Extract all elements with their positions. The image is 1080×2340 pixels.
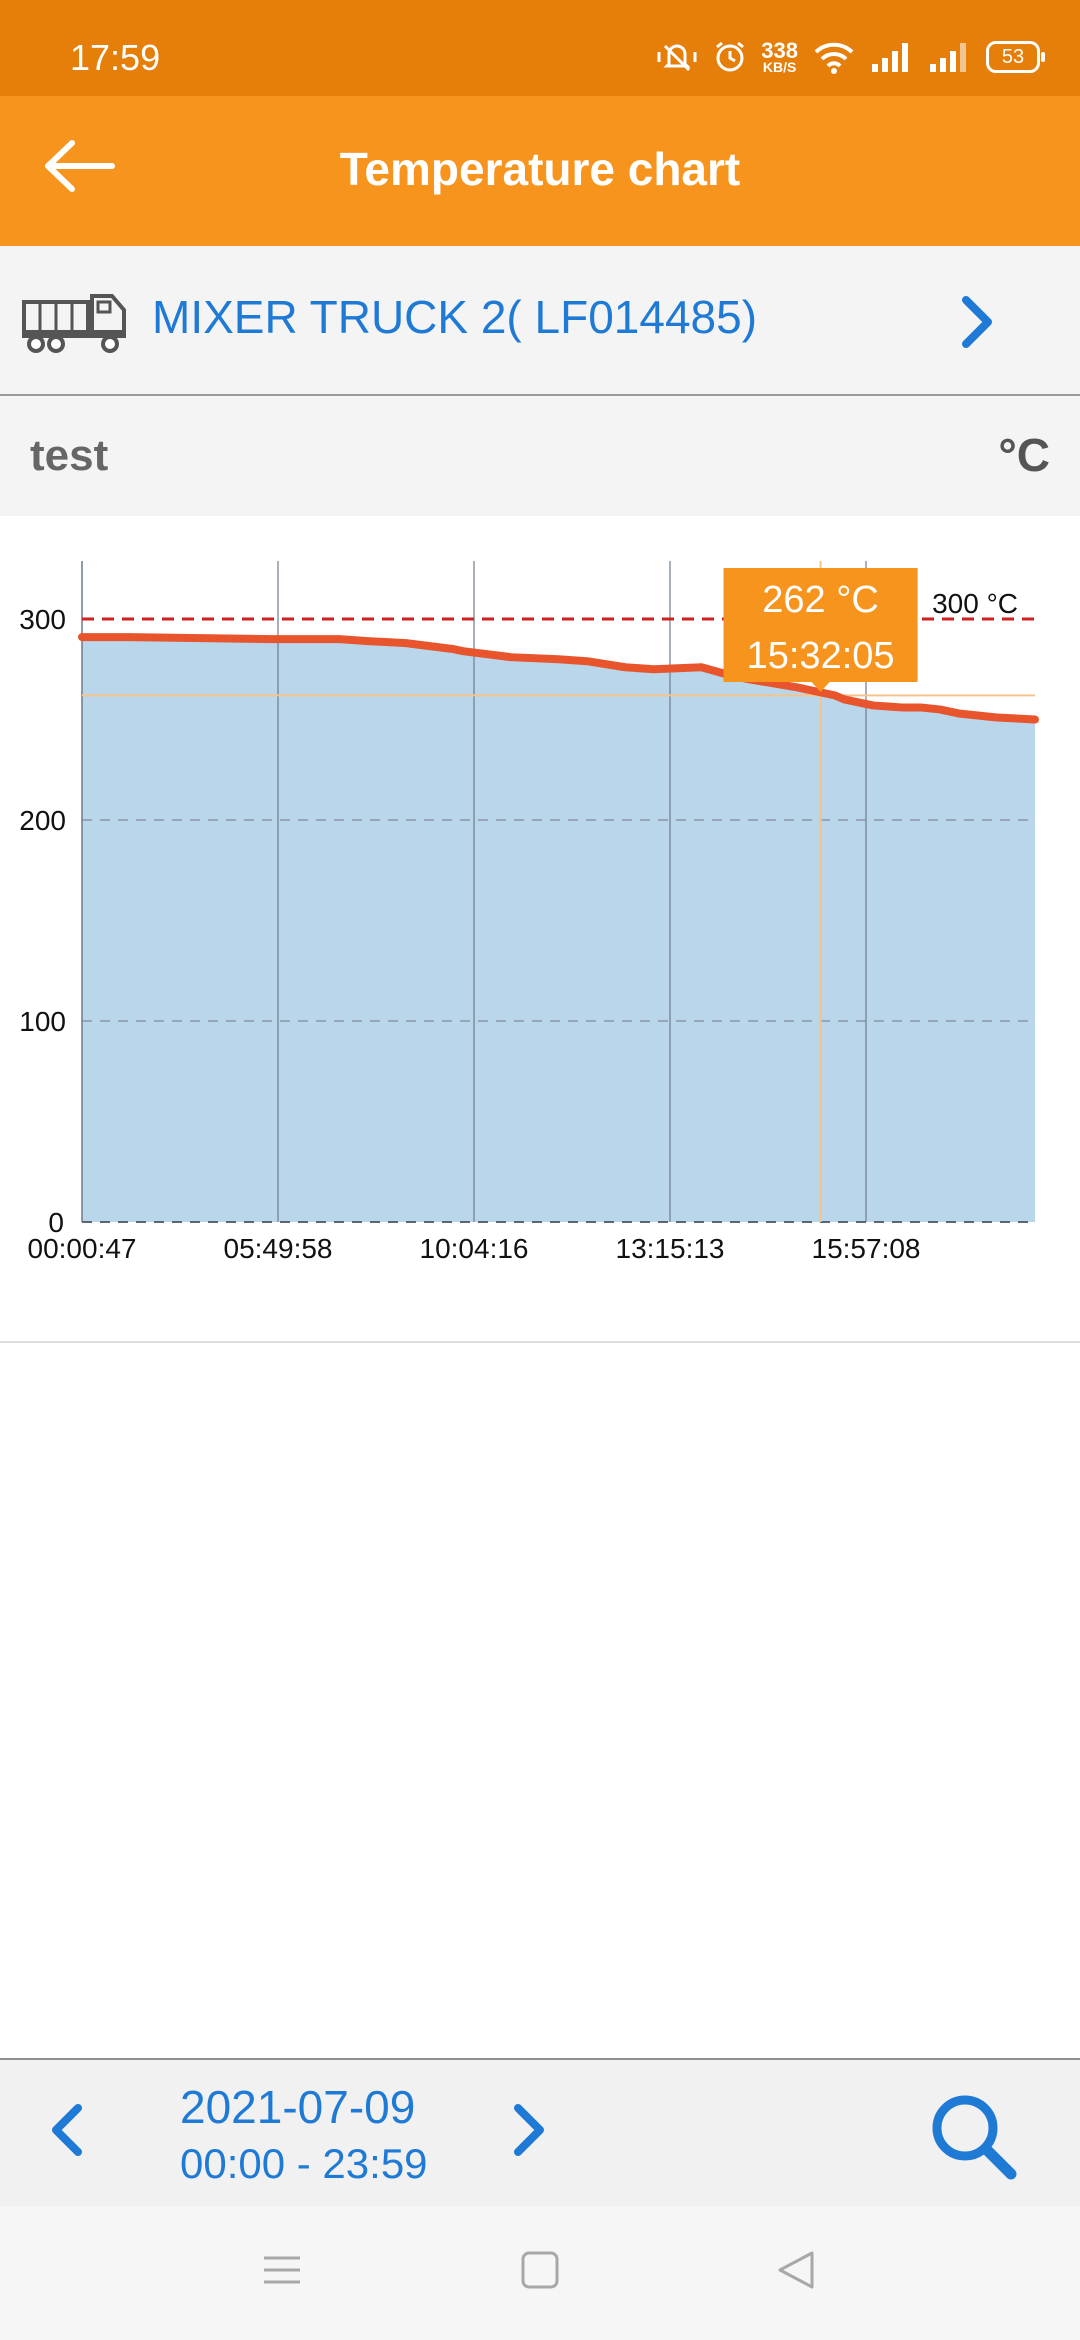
- back-nav-button[interactable]: [776, 2250, 816, 2295]
- back-triangle-icon: [778, 2251, 814, 2289]
- tooltip-value: 262 °C: [762, 579, 879, 621]
- network-speed: 338 KB/S: [761, 37, 798, 75]
- vehicle-selector[interactable]: MIXER TRUCK 2( LF014485): [0, 246, 1080, 396]
- status-bar: 17:59 338 KB/S: [0, 0, 1080, 96]
- sensor-header: test °C: [0, 396, 1080, 516]
- x-tick-label: 15:57:08: [812, 1233, 921, 1264]
- system-navigation-bar: [0, 2206, 1080, 2340]
- series-line: [78, 633, 1039, 724]
- wifi-icon: [814, 42, 854, 74]
- page-title: Temperature chart: [339, 143, 741, 195]
- date-range-selector[interactable]: 2021-07-09 00:00 - 23:59: [180, 2082, 428, 2189]
- x-tick-label: 00:00:47: [28, 1233, 137, 1264]
- vehicle-name: MIXER TRUCK 2( LF014485): [152, 291, 758, 343]
- temperature-chart[interactable]: 00:00:47 05:49:58 10:04:16 13:15:13 15:57:08…: [0, 516, 1080, 1342]
- home-button[interactable]: [520, 2250, 560, 2295]
- y-tick-label: 0: [48, 1207, 64, 1238]
- previous-day-button[interactable]: [46, 2100, 86, 2165]
- y-tick-label: 200: [19, 805, 66, 836]
- recent-apps-button[interactable]: [262, 2250, 302, 2295]
- chevron-right-icon: [514, 2104, 544, 2156]
- selected-time-range: 00:00 - 23:59: [180, 2139, 428, 2187]
- signal-icon: [872, 43, 908, 72]
- back-button[interactable]: [40, 131, 160, 211]
- x-tick-label: 10:04:16: [420, 1233, 529, 1264]
- selected-date: 2021-07-09: [180, 2081, 416, 2133]
- threshold-label: 300 °C: [932, 588, 1018, 619]
- next-day-button[interactable]: [510, 2100, 550, 2165]
- app-bar: Temperature chart: [0, 96, 1080, 246]
- chevron-right-icon: [962, 296, 992, 348]
- battery-indicator: 53: [986, 41, 1045, 73]
- tooltip-time: 15:32:05: [747, 635, 895, 677]
- status-time: 17:59: [70, 37, 161, 78]
- signal-icon-2: [930, 43, 966, 72]
- alarm-icon: [716, 41, 745, 72]
- chevron-left-icon: [52, 2104, 82, 2156]
- x-tick-label: 05:49:58: [224, 1233, 333, 1264]
- chart-svg[interactable]: 00:00:47 05:49:58 10:04:16 13:15:13 15:57:08…: [0, 516, 1080, 1342]
- arrow-left-icon: [45, 140, 115, 192]
- y-tick-label: 100: [19, 1006, 66, 1037]
- sensor-unit: °C: [998, 429, 1050, 481]
- network-speed-unit: KB/S: [762, 58, 797, 75]
- date-bar: 2021-07-09 00:00 - 23:59: [0, 2058, 1080, 2208]
- home-square-icon: [521, 2251, 559, 2289]
- status-icons: 338 KB/S 53: [655, 37, 1045, 75]
- search-button[interactable]: [925, 2088, 1021, 2189]
- y-tick-label: 300: [19, 604, 66, 635]
- menu-icon: [264, 2256, 300, 2284]
- chart-divider: [0, 1341, 1080, 1343]
- network-speed-value: 338: [761, 37, 798, 63]
- sensor-name: test: [30, 431, 109, 480]
- tooltip-box: [723, 568, 918, 682]
- series-area: [82, 637, 1035, 1222]
- mute-vibrate-icon: [657, 44, 697, 72]
- x-tick-label: 13:15:13: [616, 1233, 725, 1264]
- truck-icon: [22, 294, 126, 353]
- tooltip-pointer: [811, 682, 830, 692]
- search-icon: [932, 2095, 1017, 2180]
